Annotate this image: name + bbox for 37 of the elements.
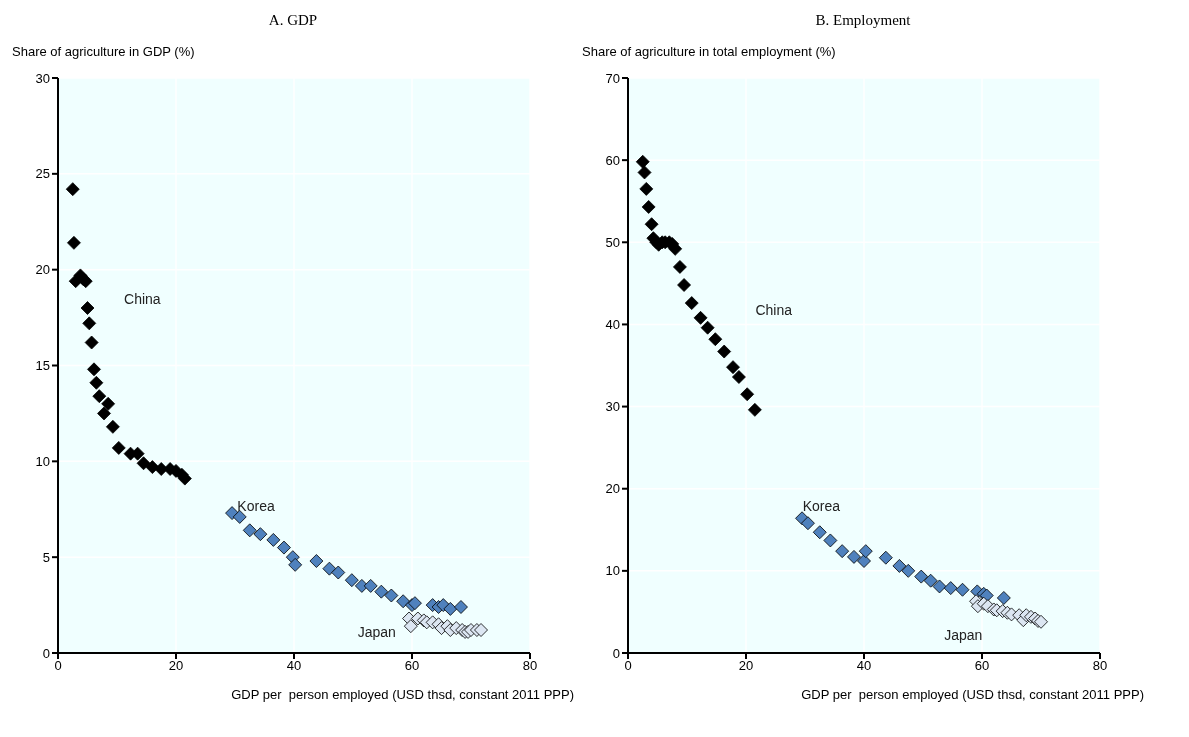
y-tick-label: 20 [35,262,50,278]
x-tick-label: 20 [168,658,184,674]
x-tick-label: 60 [404,658,420,674]
chart-title: B. Employment [814,12,912,29]
x-tick-label: 40 [286,658,302,674]
y-tick-label: 30 [35,70,50,86]
x-tick-label: 80 [1092,658,1108,674]
series-label: Korea [237,497,275,514]
x-tick-label: 60 [974,658,990,674]
x-axis-title: GDP per person employed (USD thsd, constant 2011 PPP) [231,687,574,702]
series-label: Japan [944,627,983,644]
series-label: Japan [357,624,396,641]
y-tick-label: 70 [605,70,620,86]
y-tick-label: 40 [605,317,620,333]
y-tick-label: 50 [605,234,620,250]
y-tick-label: 0 [612,645,620,661]
y-tick-label: 10 [35,453,50,469]
x-tick-label: 20 [738,658,754,674]
x-tick-label: 40 [856,658,872,674]
y-tick-label: 20 [605,481,620,497]
y-tick-label: 25 [35,166,50,182]
y-tick-label: 30 [605,399,620,415]
x-axis-title: GDP per person employed (USD thsd, constant 2011 PPP) [801,687,1144,702]
y-tick-label: 10 [605,563,620,579]
chart-title: A. GDP [267,12,319,29]
y-tick-label: 5 [42,549,50,565]
text: China [755,302,793,319]
x-tick-label: 0 [54,658,62,674]
x-tick-label: 0 [624,658,632,674]
y-axis-title: Share of agriculture in total employment (%) [582,44,836,59]
y-tick-label: 60 [605,152,620,168]
x-tick-label: 80 [522,658,538,674]
y-tick-label: 0 [42,645,50,661]
y-tick-label: 15 [35,358,50,374]
series-label: Korea [802,497,840,514]
text: China [124,290,161,307]
y-axis-title: Share of agriculture in GDP (%) [12,44,195,59]
